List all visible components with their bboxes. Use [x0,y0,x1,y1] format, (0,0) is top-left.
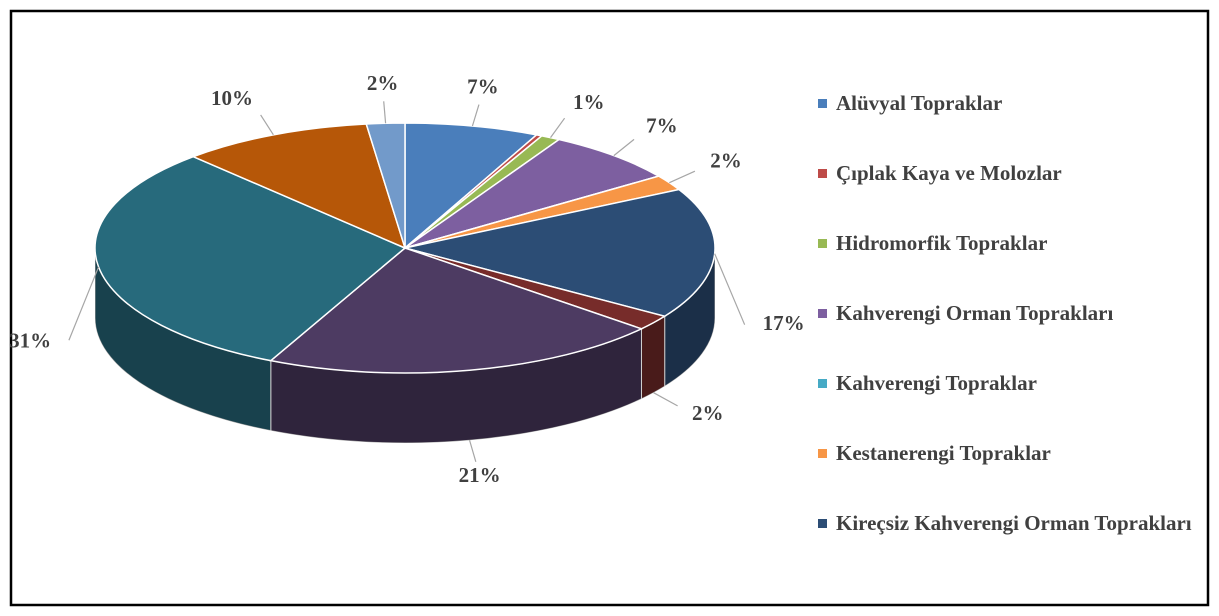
legend-item: Kestanerengi Topraklar [818,438,1219,468]
legend-label: Kahverengi Orman Toprakları [836,301,1114,325]
legend-item: Kireçsiz Kahverengi Orman Toprakları [818,508,1219,538]
legend-swatch [818,449,827,458]
legend-swatch [818,379,827,388]
data-label: 7% [467,75,499,99]
legend-label: Çıplak Kaya ve Molozlar [836,161,1062,185]
leader-line [260,114,274,136]
slice-side-shade [95,248,271,431]
slice [191,123,407,250]
data-label: 21% [459,463,501,487]
frame [9,9,1210,607]
labels: 7% 1% 7% 2% 17% 2% 21% 31% 10% 2% [9,71,805,487]
slice-side-shade [270,328,642,443]
slice-side-shade [641,316,665,399]
legend-swatch [818,519,827,528]
legend-swatch [818,99,827,108]
legend-swatch [818,239,827,248]
slice [269,247,644,374]
legend-item: Çıplak Kaya ve Molozlar [818,158,1219,188]
slice [365,122,406,249]
legend-swatch [818,309,827,318]
legend-item: Kahverengi Topraklar [818,368,1219,398]
data-label: 2% [710,149,742,173]
data-label: 2% [692,401,724,425]
data-label: 2% [367,71,399,95]
leader-line [550,117,566,138]
legend-item: Kahverengi Orman Toprakları [818,298,1219,328]
data-label: 10% [211,86,253,110]
legend-label: Hidromorfik Topraklar [836,231,1048,255]
data-label: 31% [9,328,51,352]
legend-label: Kestanerengi Topraklar [836,441,1051,465]
data-label: 7% [646,113,678,137]
legend-item: Hidromorfik Topraklar [818,228,1219,258]
slice [404,122,539,250]
leader-line [714,253,746,325]
slice [404,188,716,318]
slice-side-shade [664,248,715,387]
legend-swatch [818,169,827,178]
leader-line [653,392,678,407]
leader-line [471,104,480,127]
data-label: 17% [763,311,805,335]
legend-item: Alüvyal Topraklar [818,88,1219,118]
pie-tops [94,122,716,374]
leader-line [68,266,100,341]
leader-line [613,138,635,157]
legend-label: Kahverengi Topraklar [836,371,1037,395]
legend-label: Alüvyal Topraklar [836,91,1003,115]
leader-line [669,170,696,184]
data-label: 1% [573,90,605,114]
leader-line [469,440,477,462]
legend-label: Kireçsiz Kahverengi Orman Toprakları [836,511,1192,535]
leader-line [383,101,387,124]
